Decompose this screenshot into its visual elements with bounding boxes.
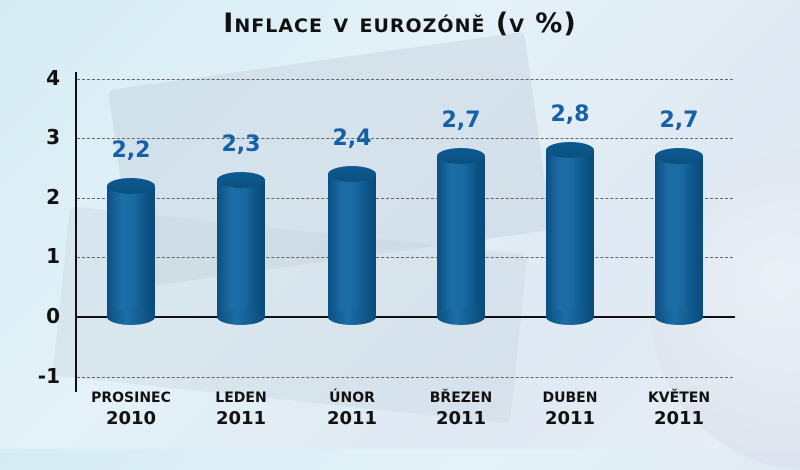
x-tick-label: DUBEN 2011 <box>515 390 625 429</box>
y-axis <box>75 72 77 392</box>
x-tick-label: PROSINEC 2010 <box>76 390 186 429</box>
bar-chart: 4 3 2 1 0 -1 2,2 PROSINEC 2010 2,3 LEDEN 2011 2,4 ÚNO… <box>37 65 735 429</box>
gridline <box>77 257 733 259</box>
x-tick-month: KVĚTEN <box>647 390 711 406</box>
x-tick-year: 2011 <box>435 408 487 429</box>
x-tick-month: ÚNOR <box>329 390 375 406</box>
y-tick-label: 0 <box>46 304 60 328</box>
bar <box>546 142 594 325</box>
y-tick-label: 1 <box>46 244 60 269</box>
value-label: 2,8 <box>550 102 590 128</box>
gridline <box>77 376 733 378</box>
x-tick-year: 2011 <box>326 408 378 429</box>
x-tick-month: LEDEN <box>215 390 267 406</box>
x-tick-year: 2011 <box>653 408 705 429</box>
bar <box>217 171 265 326</box>
value-label: 2,4 <box>332 125 372 151</box>
value-label: 2,2 <box>111 137 151 163</box>
y-tick-label: 4 <box>46 65 60 90</box>
bar <box>107 177 155 326</box>
value-label: 2,7 <box>659 108 699 134</box>
x-tick-month: BŘEZEN <box>429 390 493 406</box>
gridline <box>77 197 733 199</box>
y-tick-label: 2 <box>46 184 60 209</box>
x-tick-label: ÚNOR 2011 <box>297 390 407 429</box>
x-tick-month: DUBEN <box>542 390 598 406</box>
y-tick-label: 3 <box>46 125 60 150</box>
x-tick-year: 2011 <box>215 408 267 429</box>
zero-baseline <box>75 316 735 318</box>
bar <box>437 148 485 325</box>
x-tick-label: KVĚTEN 2011 <box>624 390 734 429</box>
x-tick-label: LEDEN 2011 <box>186 390 296 429</box>
x-tick-label: BŘEZEN 2011 <box>406 390 516 429</box>
gridline <box>77 78 733 80</box>
bar <box>655 148 703 325</box>
gridline <box>77 138 733 140</box>
x-tick-year: 2010 <box>105 408 157 429</box>
chart-title: Inflace v eurozóně (v %) <box>223 8 577 39</box>
x-tick-month: PROSINEC <box>91 390 171 406</box>
value-label: 2,3 <box>221 131 261 157</box>
y-tick-label: -1 <box>37 363 60 388</box>
x-tick-year: 2011 <box>544 408 596 429</box>
bar <box>328 165 376 326</box>
value-label: 2,7 <box>441 108 481 134</box>
